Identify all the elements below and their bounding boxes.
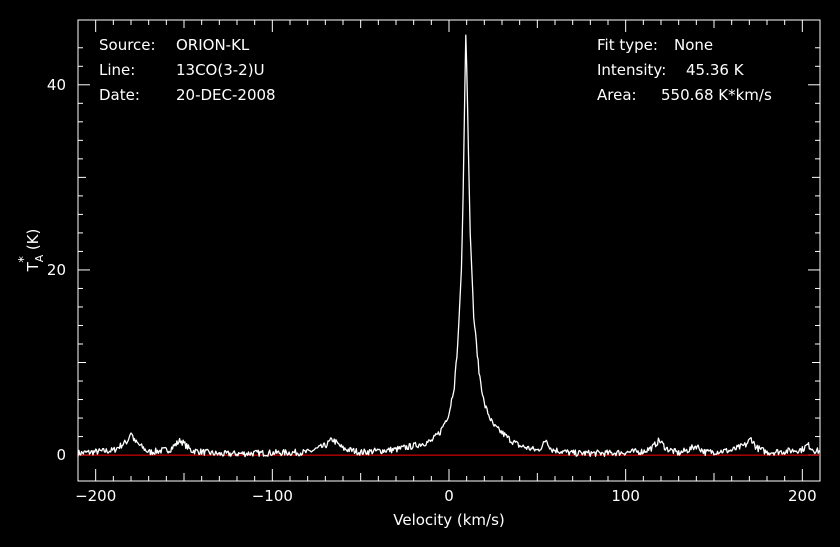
x-tick-label: 200 xyxy=(788,487,817,505)
intensity-label: Intensity: xyxy=(597,61,666,79)
y-axis-label-unit: (K) xyxy=(24,229,42,251)
y-tick-label: 20 xyxy=(47,261,66,279)
source-value: ORION-KL xyxy=(176,36,250,54)
date-value: 20-DEC-2008 xyxy=(176,86,276,104)
axis-tick-labels: −200 −100 0 100 200 0 20 40 xyxy=(47,76,817,505)
area-value: 550.68 K*km/s xyxy=(661,86,772,104)
y-axis-label: TA* (K) xyxy=(17,229,46,273)
line-value: 13CO(3-2)U xyxy=(176,61,265,79)
x-tick-label: −200 xyxy=(75,487,116,505)
date-label: Date: xyxy=(99,86,140,104)
line-label: Line: xyxy=(99,61,135,79)
x-axis-label: Velocity (km/s) xyxy=(393,511,504,529)
source-label: Source: xyxy=(99,36,156,54)
y-axis-label-sub: A xyxy=(33,254,46,262)
spectrum-line xyxy=(77,34,821,458)
fit-type-value: None xyxy=(674,36,713,54)
intensity-value: 45.36 K xyxy=(686,61,745,79)
x-tick-label: 100 xyxy=(611,487,640,505)
y-axis-label-sup: * xyxy=(17,256,32,263)
x-tick-label: −100 xyxy=(252,487,293,505)
y-tick-label: 0 xyxy=(56,446,66,464)
y-tick-label: 40 xyxy=(47,76,66,94)
x-tick-label: 0 xyxy=(444,487,454,505)
y-axis-label-main: T xyxy=(24,261,42,272)
fit-type-label: Fit type: xyxy=(597,36,658,54)
svg-text:TA*(K): TA* (K) xyxy=(17,229,46,273)
area-label: Area: xyxy=(597,86,637,104)
